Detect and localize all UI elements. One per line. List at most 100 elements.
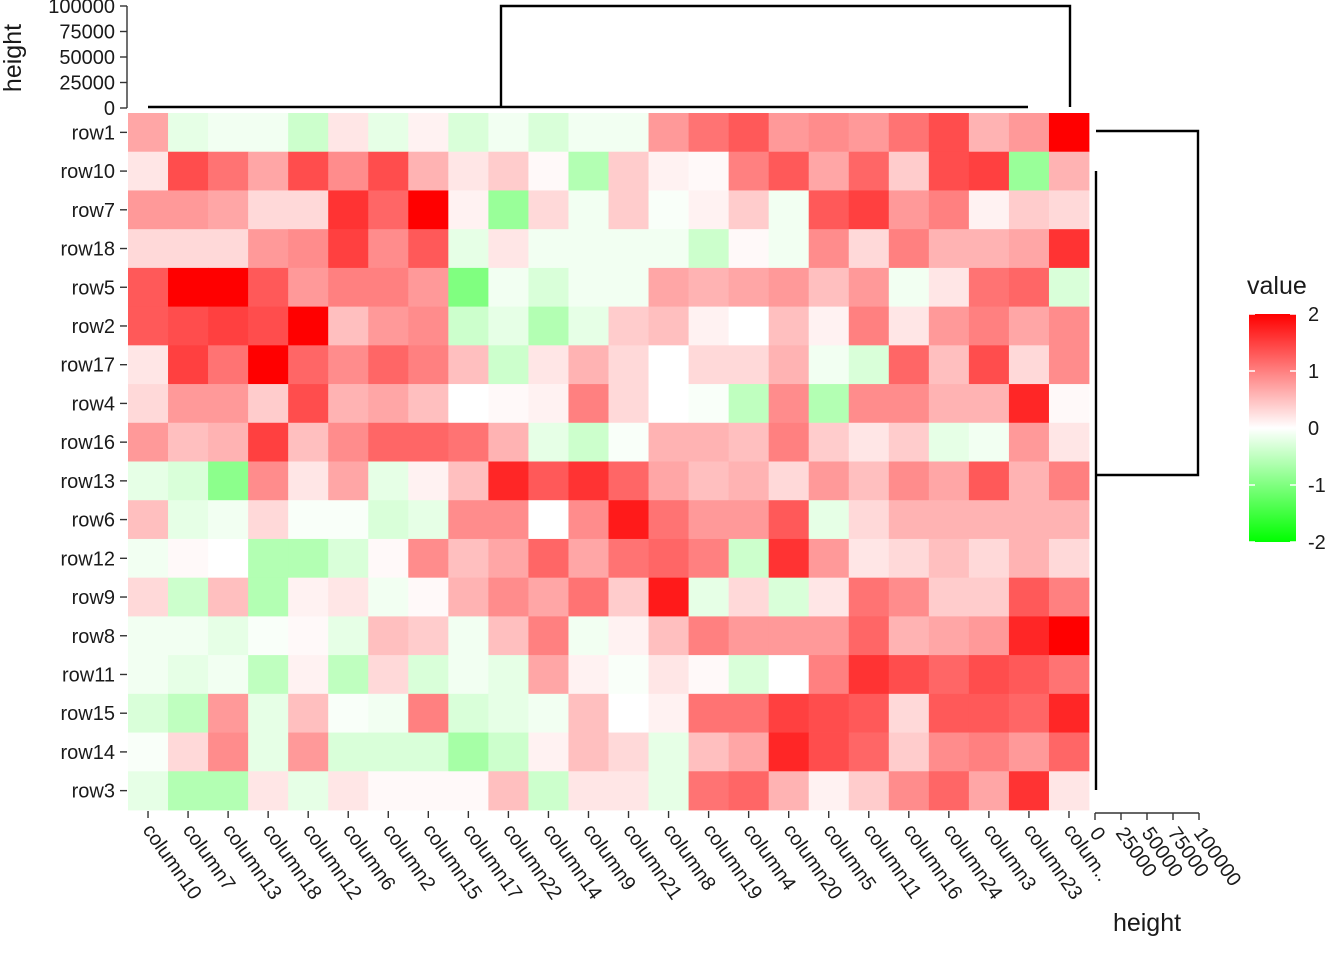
heatmap-cell — [128, 732, 169, 772]
heatmap-cell — [488, 422, 529, 462]
heatmap-cell — [248, 229, 289, 269]
heatmap-cell — [728, 151, 770, 191]
row-label: row15 — [61, 703, 115, 725]
heatmap-cell — [408, 616, 449, 656]
heatmap-cell — [1008, 384, 1050, 424]
heatmap-cell — [848, 577, 890, 617]
heatmap-cell — [608, 113, 649, 153]
heatmap-cell — [728, 538, 770, 579]
heatmap-cell — [608, 732, 649, 772]
heatmap-cell — [808, 461, 850, 501]
heatmap-cell — [688, 693, 730, 733]
heatmap-cell — [368, 577, 409, 617]
row-label: row1 — [72, 122, 115, 144]
heatmap-cell — [528, 422, 569, 462]
heatmap-cell — [688, 500, 730, 540]
heatmap-cell — [648, 422, 689, 462]
heatmap-cell — [1008, 422, 1050, 462]
heatmap-cell — [248, 616, 289, 656]
heatmap-cell — [528, 384, 569, 424]
heatmap-cell — [688, 732, 730, 772]
heatmap-cell — [288, 655, 329, 695]
heatmap-cell — [408, 190, 449, 230]
heatmap-cell — [848, 384, 890, 424]
heatmap-cell — [648, 151, 689, 191]
heatmap-cell — [568, 345, 609, 385]
heatmap-cell — [528, 538, 569, 579]
heatmap-cell — [488, 113, 529, 153]
heatmap-cell — [968, 616, 1010, 656]
heatmap-cell — [288, 229, 329, 269]
heatmap-cell — [368, 113, 409, 153]
heatmap-cell — [728, 422, 770, 462]
heatmap-cell — [568, 422, 609, 462]
heatmap-cell — [448, 151, 489, 191]
heatmap-cell — [608, 267, 649, 308]
heatmap-cell — [528, 229, 569, 269]
heatmap-cell — [608, 306, 649, 346]
heatmap-cell — [368, 267, 409, 308]
heatmap-cell — [768, 422, 810, 462]
heatmap-cell — [408, 345, 449, 385]
heatmap-cell — [168, 229, 209, 269]
heatmap-cell — [488, 693, 529, 733]
heatmap-cell — [968, 151, 1010, 191]
heatmap-cell — [928, 422, 970, 462]
heatmap-cell — [528, 577, 569, 617]
heatmap-cell — [728, 693, 770, 733]
heatmap-cell — [608, 655, 649, 695]
heatmap-cell — [648, 616, 689, 656]
heatmap-cell — [328, 771, 369, 811]
heatmap-cell — [688, 655, 730, 695]
heatmap-cell — [248, 267, 289, 308]
heatmap-cell — [1048, 577, 1090, 617]
heatmap-cell — [288, 190, 329, 230]
legend-tick-label: 2 — [1308, 304, 1319, 326]
heatmap-cell — [288, 771, 329, 811]
heatmap-cell — [568, 538, 609, 579]
row-label: row10 — [61, 161, 115, 183]
heatmap-cell — [888, 267, 930, 308]
heatmap-cell — [248, 151, 289, 191]
heatmap-cell — [168, 345, 209, 385]
heatmap-cell — [768, 771, 810, 811]
heatmap-cell — [288, 461, 329, 501]
row-label: row3 — [72, 781, 115, 803]
heatmap-cell — [568, 693, 609, 733]
heatmap-cell — [768, 461, 810, 501]
heatmap-cell — [608, 500, 649, 540]
heatmap-cell — [928, 771, 970, 811]
heatmap-cell — [688, 151, 730, 191]
heatmap-cell — [808, 267, 850, 308]
heatmap-cell — [368, 461, 409, 501]
heatmap-cell — [448, 267, 489, 308]
heatmap-cell — [928, 267, 970, 308]
heatmap-cell — [728, 771, 770, 811]
heatmap-cell — [128, 229, 169, 269]
heatmap-cell — [528, 190, 569, 230]
heatmap-cell — [208, 693, 249, 733]
heatmap-cell — [568, 655, 609, 695]
legend-colorbar — [1249, 314, 1296, 542]
heatmap-cell — [848, 616, 890, 656]
column-dendrogram-tick-label: 0 — [104, 98, 115, 120]
heatmap-cell — [128, 190, 169, 230]
heatmap-cell — [328, 655, 369, 695]
heatmap-cell — [1008, 577, 1050, 617]
heatmap-cell — [128, 306, 169, 346]
heatmap-cell — [528, 771, 569, 811]
heatmap-cell — [968, 267, 1010, 308]
heatmap-cell — [248, 538, 289, 579]
legend-title: value — [1247, 272, 1307, 300]
heatmap-cell — [1048, 345, 1090, 385]
heatmap-cell — [1008, 113, 1050, 153]
column-dendrogram-tick-label: 25000 — [59, 73, 115, 95]
heatmap-cell — [968, 306, 1010, 346]
heatmap-cell — [808, 190, 850, 230]
heatmap-cell — [248, 500, 289, 540]
legend-tick-label: -1 — [1308, 475, 1326, 497]
row-label: row7 — [72, 200, 115, 222]
heatmap-cell — [528, 306, 569, 346]
heatmap-cell — [408, 538, 449, 579]
heatmap-cell — [208, 500, 249, 540]
